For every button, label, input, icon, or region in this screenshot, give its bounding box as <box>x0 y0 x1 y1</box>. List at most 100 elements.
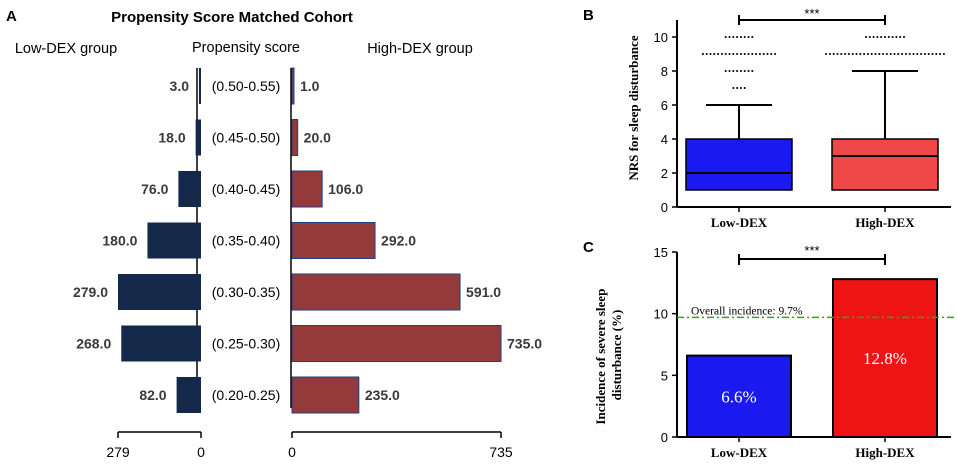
significance-stars: *** <box>804 243 819 258</box>
low-dex-bar <box>121 325 201 362</box>
overall-incidence-label: Overall incidence: 9.7% <box>691 305 803 317</box>
panel-b-y-tick-label: 8 <box>661 64 668 79</box>
outlier-point <box>931 52 934 56</box>
outlier-point <box>739 52 742 56</box>
low-dex-group-label: Low-DEX group <box>15 41 117 57</box>
outlier-point <box>939 52 942 56</box>
outlier-point <box>872 35 875 39</box>
box-iqr <box>685 138 793 191</box>
outlier-point <box>863 52 866 56</box>
panel-b-y-tick-label: 2 <box>661 166 668 181</box>
outlier-point <box>728 35 731 39</box>
propensity-category-label: (0.25-0.30) <box>212 336 280 352</box>
outlier-point <box>736 35 739 39</box>
outlier-point <box>897 52 900 56</box>
panel-b-category-label: High-DEX <box>855 215 915 230</box>
outlier-point <box>739 86 742 90</box>
low-dex-bar <box>195 119 201 156</box>
propensity-category-label: (0.30-0.35) <box>212 284 280 300</box>
panel-a-letter: A <box>6 8 17 25</box>
low-dex-value-label: 3.0 <box>170 78 190 94</box>
outlier-point <box>724 69 727 73</box>
outlier-point <box>766 52 769 56</box>
high-dex-value-label: 735.0 <box>507 336 542 352</box>
propensity-category-label: (0.40-0.45) <box>212 181 280 197</box>
outlier-point <box>904 52 907 56</box>
outlier-point <box>705 52 708 56</box>
outlier-point <box>891 35 894 39</box>
panel-c-y-tick-label: 10 <box>654 307 668 322</box>
low-dex-value-label: 279.0 <box>73 284 108 300</box>
outlier-point <box>701 52 704 56</box>
outlier-point <box>743 86 746 90</box>
outlier-point <box>774 52 777 56</box>
propensity-category-label: (0.50-0.55) <box>212 78 280 94</box>
outlier-point <box>724 35 727 39</box>
incidence-bar <box>832 278 938 438</box>
high-axis-tick-max: 735 <box>489 444 513 460</box>
high-dex-axis: 0 735 <box>288 431 513 460</box>
outlier-point <box>747 69 750 73</box>
outlier-point <box>836 52 839 56</box>
outlier-point <box>732 86 735 90</box>
outlier-point <box>876 35 879 39</box>
box-iqr <box>831 138 939 191</box>
outlier-point <box>762 52 765 56</box>
outlier-point <box>736 86 739 90</box>
propensity-category-label: (0.35-0.40) <box>212 233 280 249</box>
outlier-point <box>770 52 773 56</box>
outlier-point <box>893 52 896 56</box>
outlier-point <box>851 52 854 56</box>
outlier-point <box>847 52 850 56</box>
panel-c-ylabel: Incidence of severe sleep disturbance (%… <box>593 285 624 424</box>
outlier-point <box>878 52 881 56</box>
outlier-point <box>751 35 754 39</box>
outlier-point <box>751 52 754 56</box>
outlier-point <box>732 69 735 73</box>
high-dex-bar <box>291 170 323 208</box>
low-dex-value-label: 76.0 <box>141 181 168 197</box>
significance-stars: *** <box>804 6 819 21</box>
outlier-point <box>724 52 727 56</box>
incidence-bar-chart: 0 5 10 15 6.6% Low-DEX 12.8% High-DEX Overall in… <box>654 243 957 460</box>
panel-c-y-tick-label: 15 <box>654 245 668 260</box>
outlier-point <box>747 52 750 56</box>
low-axis-tick-max: 279 <box>106 444 130 460</box>
incidence-bar-label: 6.6% <box>721 387 756 406</box>
low-dex-value-label: 82.0 <box>139 387 166 403</box>
outlier-point <box>709 52 712 56</box>
outlier-point <box>887 35 890 39</box>
outlier-point <box>751 69 754 73</box>
panel-b-category-label: Low-DEX <box>711 215 768 230</box>
outlier-point <box>885 52 888 56</box>
outlier-point <box>832 52 835 56</box>
outlier-point <box>889 52 892 56</box>
low-dex-bar <box>178 171 201 207</box>
panel-b-y-tick-label: 0 <box>661 200 668 215</box>
panel-c-category-label: Low-DEX <box>711 445 768 460</box>
outlier-point <box>840 52 843 56</box>
outlier-point <box>899 35 902 39</box>
outlier-point <box>908 52 911 56</box>
outlier-point <box>927 52 930 56</box>
high-dex-bar <box>291 67 295 105</box>
high-dex-value-label: 235.0 <box>365 387 400 403</box>
low-dex-axis: 279 0 <box>106 431 205 460</box>
panel-b-y-tick-label: 4 <box>661 132 668 147</box>
outlier-point <box>736 69 739 73</box>
outlier-point <box>870 52 873 56</box>
outlier-point <box>883 35 887 39</box>
high-dex-bar <box>291 119 299 156</box>
outlier-point <box>713 52 716 56</box>
outlier-point <box>732 35 735 39</box>
low-dex-value-label: 268.0 <box>76 336 111 352</box>
outlier-point <box>923 52 926 56</box>
outlier-point <box>739 35 742 39</box>
outlier-point <box>728 69 731 73</box>
panel-c-category-label: High-DEX <box>855 445 915 460</box>
outlier-point <box>755 52 758 56</box>
high-dex-bar <box>291 222 376 259</box>
pyramid-chart: 3.0 1.0 (0.50-0.55) 18.0 20.0 (0.45-0.50) 76.0… <box>73 67 542 414</box>
outlier-point <box>717 52 720 56</box>
